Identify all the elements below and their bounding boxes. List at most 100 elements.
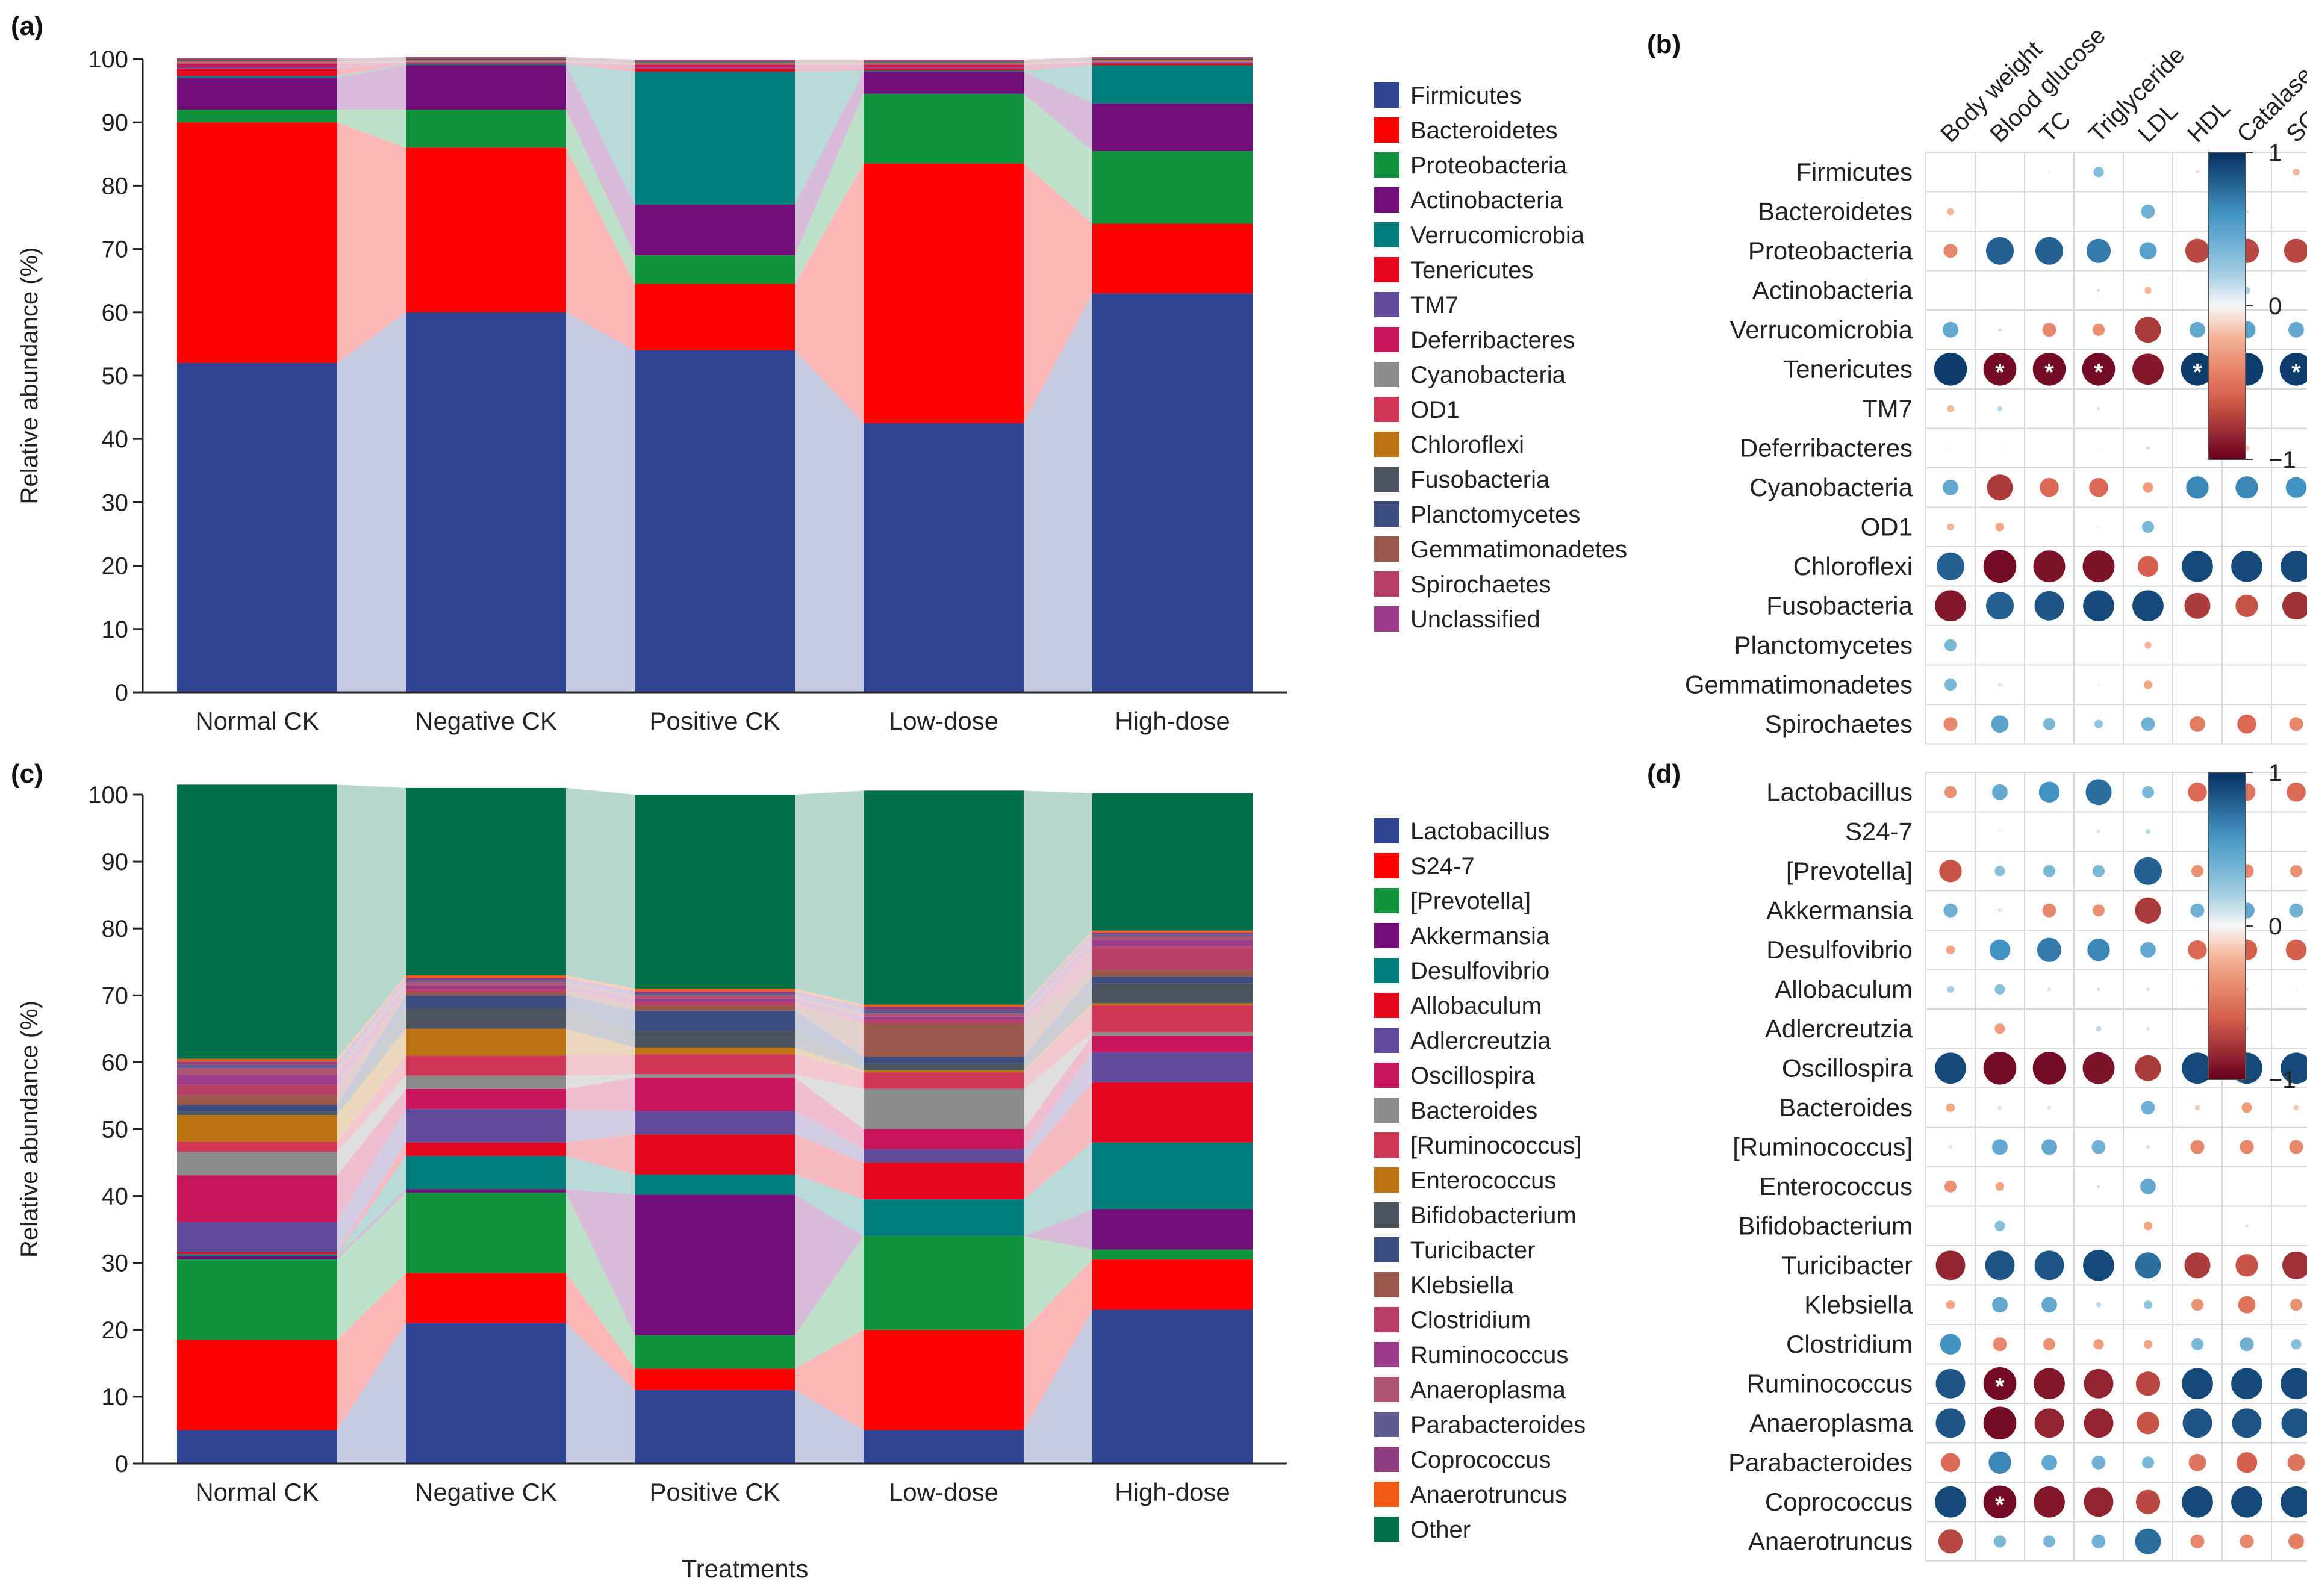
significance-marker: *: [1995, 359, 2005, 385]
corr-dot-desulfovibrio-body-weight: [1946, 945, 1955, 954]
bar-tenericutes-high-dose: [1092, 63, 1253, 66]
connector-gemmatimonadetes: [337, 58, 406, 61]
corr-dot-turicibacter-hdl: [2184, 1252, 2211, 1279]
bar-ruminococcus-positive-ck: [635, 1054, 795, 1075]
legend-swatch-chloroflexi: [1374, 432, 1399, 457]
connector-planctomycetes: [795, 61, 864, 63]
bar-bifidobacterium-normal-ck: [177, 1111, 337, 1116]
legend-label-anaerotruncus: Anaerotruncus: [1410, 1482, 1567, 1508]
corr-dot-bacteroides-tc: [2047, 1105, 2051, 1110]
legend-label-klebsiella: Klebsiella: [1410, 1272, 1514, 1299]
y-tick-label: 40: [102, 426, 129, 453]
corr-dot-anaeroplasma-body-weight: [1935, 1408, 1966, 1438]
corr-dot-lactobacillus-triglyceride: [2085, 779, 2112, 806]
corr-dot-allobaculum-blood-glucose: [1994, 984, 2005, 995]
bar-planctomycetes-positive-ck: [635, 61, 795, 63]
connector-tm7: [337, 63, 406, 69]
corr-dot-verrucomicrobia-sod: [2288, 321, 2304, 338]
connector-firmicutes: [566, 312, 635, 692]
legend-label-ruminococcus: [Ruminococcus]: [1410, 1132, 1582, 1159]
connector-oscillospira: [1024, 1035, 1092, 1149]
y-tick-label: 10: [102, 1384, 129, 1411]
legend-label-firmicutes: Firmicutes: [1410, 82, 1521, 109]
corr-dot-allobaculum-hdl: [2196, 988, 2199, 990]
connector-klebsiella: [337, 992, 406, 1105]
bar-od1-positive-ck: [635, 63, 795, 64]
connector-enterococcus: [795, 1047, 864, 1073]
corr-dot-bacteroides-hdl: [2194, 1105, 2200, 1111]
legend-swatch-prevotella: [1374, 888, 1399, 913]
connector-lactobacillus: [566, 1323, 635, 1464]
legend-swatch-oscillospira: [1374, 1063, 1399, 1088]
row-label: Parabacteroides: [1728, 1448, 1913, 1476]
panel-c-stacked-bar-chart: 0 10 20 30 40 50 60 70 80 90 100 Normal CK Negative …: [11, 759, 1586, 1583]
corr-dot-verrucomicrobia-hdl: [2190, 321, 2205, 338]
corr-dot-enterococcus-body-weight: [1944, 1180, 1957, 1193]
connector-adlercreutzia: [566, 1109, 635, 1143]
bar-other-low-dose: [864, 790, 1024, 1005]
corr-dot-spirochaetes-tc: [2043, 718, 2056, 730]
corr-dot-clostridium-triglyceride: [2093, 1339, 2104, 1350]
connector-deferribacteres: [566, 62, 635, 68]
legend-swatch-planctomycetes: [1374, 501, 1399, 527]
bar-ruminococcus-low-dose: [864, 1072, 1024, 1089]
corr-dot-tenericutes-triglyceride: [2082, 352, 2116, 386]
connector-akkermansia: [1024, 1209, 1092, 1250]
connector-gemmatimonadetes: [1024, 58, 1092, 62]
connector-spirochaetes: [795, 60, 864, 61]
bar-clostridium-normal-ck: [177, 1085, 337, 1095]
bar-clostridium-low-dose: [864, 1020, 1024, 1023]
bar-allobaculum-positive-ck: [635, 1134, 795, 1175]
bar-oscillospira-low-dose: [864, 1129, 1024, 1149]
bar-other-positive-ck: [635, 795, 795, 989]
bar-lactobacillus-normal-ck: [177, 1430, 337, 1464]
connector-tenericutes: [1024, 63, 1092, 70]
connector-klebsiella: [1024, 970, 1092, 1057]
legend-swatch-proteobacteria: [1374, 152, 1399, 178]
bar-cyanobacteria-negative-ck: [406, 61, 566, 63]
y-tick-label: 90: [102, 849, 129, 875]
row-label: Akkermansia: [1766, 896, 1913, 924]
bar-unclassified-negative-ck: [406, 57, 566, 58]
bar-lactobacillus-low-dose: [864, 1430, 1024, 1464]
legend-swatch-gemmatimonadetes: [1374, 536, 1399, 562]
connector-lactobacillus: [1024, 1309, 1092, 1464]
bar-other-high-dose: [1092, 793, 1253, 931]
corr-dot-desulfovibrio-tc: [2037, 937, 2062, 962]
panel-a-stacked-bar-chart: 0 10 20 30 40 50 60 70 80 90 100 Normal CK Negative …: [11, 11, 1627, 735]
connector-coprococcus: [566, 978, 635, 993]
legend-label-desulfovibrio: Desulfovibrio: [1410, 958, 1549, 984]
corr-dot-fusobacteria-blood-glucose: [1986, 592, 2014, 620]
connector-verrucomicrobia: [1024, 65, 1092, 104]
connector-turicibacter: [337, 995, 406, 1112]
connector-prevotella: [795, 1236, 864, 1369]
bar-connectors: [337, 57, 1092, 692]
corr-dot-ruminococcus-ldl: [2135, 1371, 2161, 1396]
legend-label-lactobacillus: Lactobacillus: [1410, 818, 1549, 845]
row-label: TM7: [1862, 394, 1913, 423]
bar-coprococcus-negative-ck: [406, 978, 566, 980]
row-label: Coprococcus: [1765, 1488, 1913, 1516]
corr-dot-bacteroidetes-ldl: [2141, 204, 2155, 219]
bar-akkermansia-normal-ck: [177, 1256, 337, 1260]
bar-enterococcus-positive-ck: [635, 1047, 795, 1055]
legend-label-spirochaetes: Spirochaetes: [1410, 571, 1551, 598]
bar-deferribacteres-positive-ck: [635, 64, 795, 68]
corr-dot-firmicutes-tc: [2048, 171, 2050, 173]
connector-fusobacteria: [795, 62, 864, 63]
corr-dot-fusobacteria-ldl: [2132, 590, 2164, 622]
bar-anaeroplasma-high-dose: [1092, 936, 1253, 940]
bar-s24-7-low-dose: [864, 1329, 1024, 1430]
row-label: Ruminococcus: [1747, 1369, 1913, 1397]
legend-swatch-parabacteroides: [1374, 1412, 1399, 1437]
legend-label-chloroflexi: Chloroflexi: [1410, 432, 1524, 458]
corr-dot-spirochaetes-body-weight: [1943, 717, 1958, 731]
connector-planctomycetes: [1024, 59, 1092, 63]
y-tick-label: 30: [102, 1250, 129, 1277]
bar-turicibacter-normal-ck: [177, 1105, 337, 1112]
y-tick-label: 40: [102, 1184, 129, 1210]
bar-coprococcus-low-dose: [864, 1007, 1024, 1010]
connector-coprococcus: [337, 978, 406, 1065]
connector-chloroflexi: [1024, 60, 1092, 64]
connector-spirochaetes: [566, 57, 635, 61]
